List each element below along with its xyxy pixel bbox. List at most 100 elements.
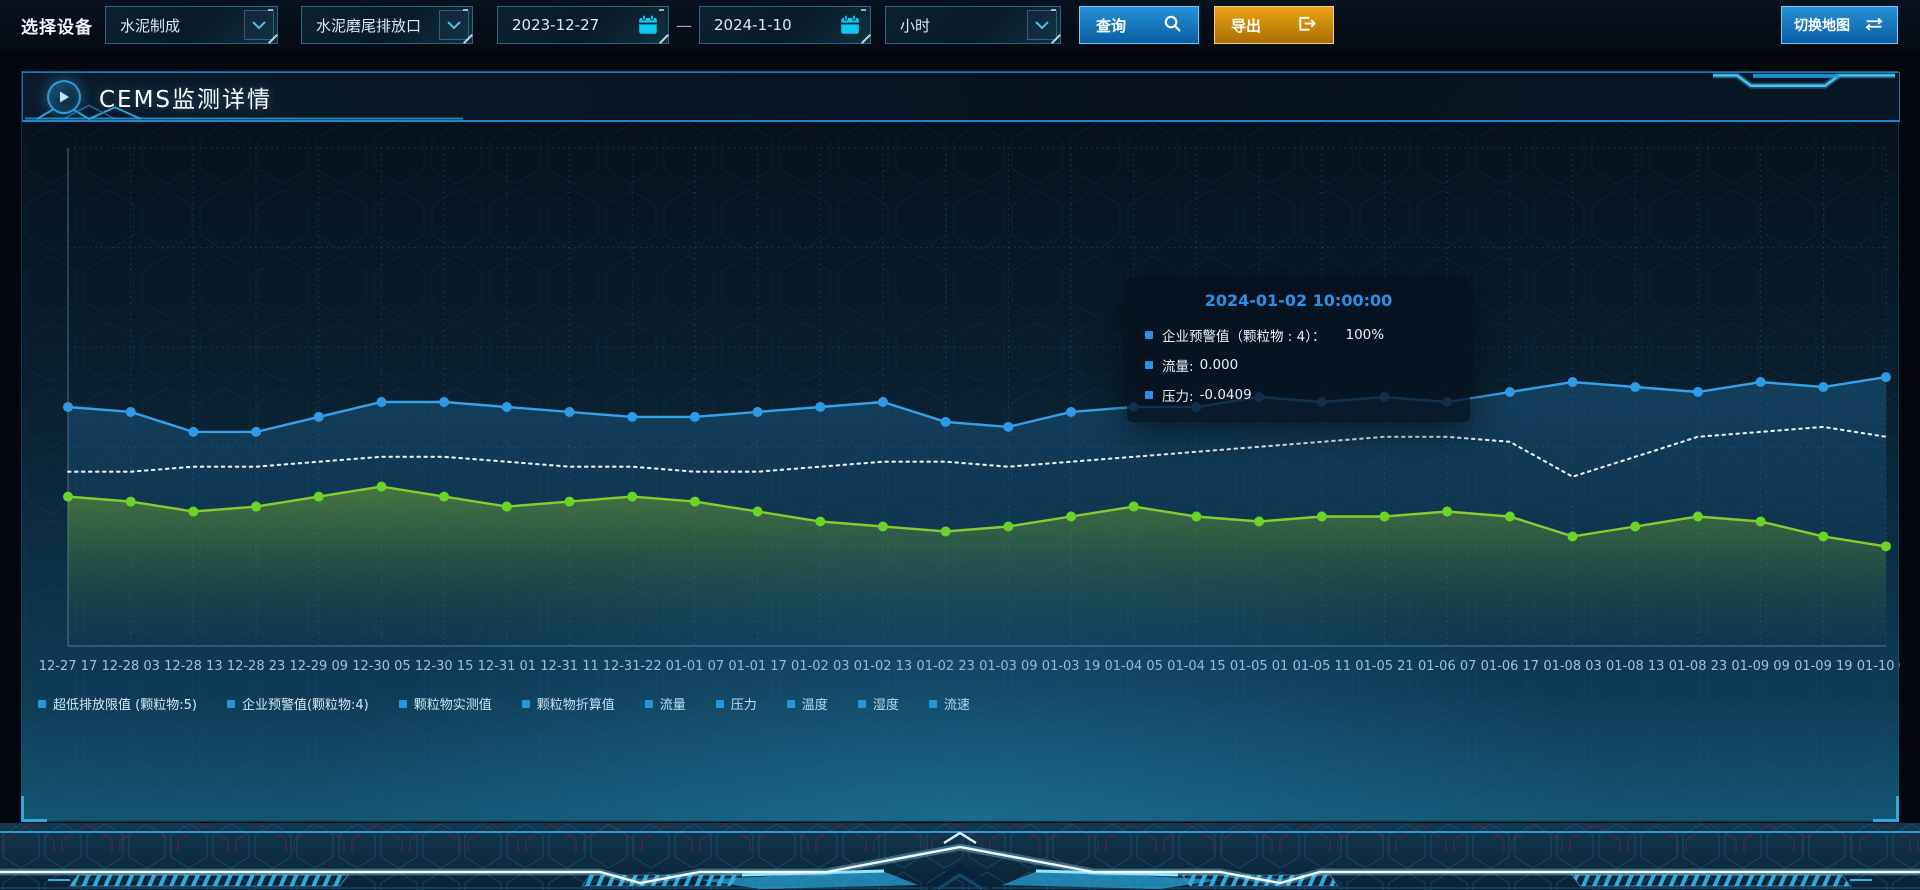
swap-arrows-icon: [1863, 17, 1885, 34]
end-date-input[interactable]: 2024-1-10: [699, 6, 871, 44]
device-select-label: 选择设备: [21, 17, 93, 38]
chart-canvas: 12-27 17 12-28 03 12-28 13 12-28 23 12-29 09…: [39, 147, 1900, 674]
legend-marker-icon: [715, 699, 724, 708]
series-marker-icon: [1145, 331, 1153, 339]
tooltip-row-value: -0.0409: [1199, 387, 1252, 403]
series-marker-icon: [1145, 391, 1153, 399]
device-select[interactable]: 水泥制成: [105, 6, 278, 44]
chevron-down-icon[interactable]: [439, 10, 469, 40]
svg-text:12-31 11: 12-31 11: [540, 659, 598, 674]
title-bar-decoration: [25, 73, 1895, 120]
svg-text:12-28 03: 12-28 03: [101, 659, 159, 674]
outlet-select[interactable]: 水泥磨尾排放口: [301, 6, 473, 44]
legend-label: 企业预警值(颗粒物:4): [241, 698, 369, 713]
svg-text:01-01 17: 01-01 17: [728, 659, 786, 674]
switch-map-button[interactable]: 切换地图: [1781, 6, 1898, 44]
legend-label: 颗粒物实测值: [413, 698, 492, 713]
svg-text:12-31 01: 12-31 01: [478, 659, 536, 674]
svg-text:01-06 07: 01-06 07: [1418, 659, 1476, 674]
svg-text:01-09 19: 01-09 19: [1794, 659, 1852, 674]
panel-title-bar: CEMS监测详情: [22, 72, 1900, 122]
tooltip-row: 流量: 0.000: [1127, 350, 1470, 380]
svg-text:01-05 01: 01-05 01: [1230, 659, 1288, 674]
legend-item[interactable]: 颗粒物折算值: [521, 694, 615, 713]
center-ridge-line: [0, 831, 1920, 890]
tooltip-row-label: 流量:: [1162, 359, 1194, 375]
date-range-separator: —: [676, 15, 692, 35]
cems-panel: CEMS监测详情 12-27 17 12-28 03 12-28 13 12-28 2…: [21, 71, 1900, 822]
svg-text:01-03 09: 01-03 09: [979, 659, 1037, 674]
calendar-icon[interactable]: [838, 13, 862, 37]
svg-text:01-08 23: 01-08 23: [1669, 659, 1727, 674]
legend-item[interactable]: 颗粒物实测值: [398, 694, 492, 713]
tooltip-row-label: 压力:: [1162, 389, 1194, 405]
svg-text:01-05 21: 01-05 21: [1355, 659, 1413, 674]
svg-text:12-29 09: 12-29 09: [290, 659, 348, 674]
svg-text:01-02 13: 01-02 13: [854, 659, 912, 674]
svg-text:01-08 13: 01-08 13: [1606, 659, 1664, 674]
export-icon: [1296, 14, 1317, 37]
legend-marker-icon: [521, 699, 530, 708]
legend-item[interactable]: 湿度: [857, 694, 899, 713]
legend-item[interactable]: 压力: [715, 694, 757, 713]
legend-marker-icon: [786, 699, 795, 708]
legend-label: 颗粒物折算值: [536, 698, 615, 713]
legend-label: 温度: [801, 698, 828, 713]
switch-map-label: 切换地图: [1794, 17, 1850, 33]
svg-text:01-09 09: 01-09 09: [1731, 659, 1789, 674]
legend-item[interactable]: 企业预警值(颗粒物:4): [226, 694, 369, 713]
series-marker-icon: [1145, 361, 1153, 369]
interval-select[interactable]: 小时: [885, 6, 1061, 44]
svg-text:12-28 23: 12-28 23: [227, 659, 285, 674]
play-icon: [47, 79, 81, 114]
legend-label: 湿度: [872, 698, 899, 713]
interval-select-value: 小时: [900, 16, 931, 35]
legend-item[interactable]: 流量: [644, 694, 686, 713]
legend-marker-icon: [928, 699, 937, 708]
svg-text:01-02 03: 01-02 03: [791, 659, 849, 674]
device-select-value: 水泥制成: [120, 16, 181, 35]
svg-text:12-27 17: 12-27 17: [39, 659, 97, 674]
legend-item[interactable]: 温度: [786, 694, 828, 713]
tooltip-title: 2024-01-02 10:00:00: [1204, 291, 1393, 310]
legend-marker-icon: [857, 699, 866, 708]
svg-text:01-05 11: 01-05 11: [1293, 659, 1351, 674]
cems-line-chart[interactable]: 12-27 17 12-28 03 12-28 13 12-28 23 12-29 09…: [22, 132, 1900, 677]
chevron-down-icon[interactable]: [1027, 10, 1057, 40]
svg-text:01-01 07: 01-01 07: [666, 659, 724, 674]
svg-text:12-30 15: 12-30 15: [415, 659, 473, 674]
panel-corner-accent: [1873, 796, 1899, 822]
tooltip-rows: 企业预警值（颗粒物 : 4）： 100% 流量: 0.000 压力: -0.0409: [1127, 320, 1470, 410]
legend-label: 压力: [730, 698, 757, 713]
query-button-label: 查询: [1096, 17, 1127, 35]
legend-item[interactable]: 流速: [928, 694, 970, 713]
legend-marker-icon: [226, 699, 235, 708]
calendar-icon[interactable]: [636, 13, 660, 37]
export-button-label: 导出: [1231, 17, 1262, 35]
svg-text:12-28 13: 12-28 13: [164, 659, 222, 674]
svg-text:01-08 03: 01-08 03: [1543, 659, 1601, 674]
legend-marker-icon: [644, 699, 653, 708]
svg-text:12-30 05: 12-30 05: [352, 659, 410, 674]
svg-text:01-03 19: 01-03 19: [1042, 659, 1100, 674]
page-title: CEMS监测详情: [99, 86, 273, 113]
tooltip-row-label: 企业预警值（颗粒物 : 4）：: [1162, 329, 1326, 345]
start-date-value: 2023-12-27: [512, 16, 600, 34]
cyan-wedge-accents: [700, 869, 1220, 889]
chart-tooltip: 2024-01-02 10:00:00 企业预警值（颗粒物 : 4）： 100% 流…: [1127, 277, 1470, 422]
legend-item[interactable]: 超低排放限值 (颗粒物:5): [38, 694, 197, 713]
start-date-input[interactable]: 2023-12-27: [497, 6, 669, 44]
footer-decoration: [0, 823, 1920, 890]
legend-marker-icon: [38, 699, 46, 708]
tooltip-row-value: 0.000: [1199, 357, 1239, 373]
legend-label: 流量: [659, 698, 686, 713]
legend-marker-icon: [398, 699, 407, 708]
query-button[interactable]: 查询: [1079, 6, 1199, 44]
export-button[interactable]: 导出: [1214, 6, 1334, 44]
svg-text:12-31-22: 12-31-22: [603, 659, 662, 674]
chevron-down-icon[interactable]: [244, 10, 274, 40]
tooltip-row: 企业预警值（颗粒物 : 4）： 100%: [1127, 320, 1470, 350]
svg-text:01-04 05: 01-04 05: [1104, 659, 1162, 674]
svg-text:01-06 17: 01-06 17: [1481, 659, 1539, 674]
svg-text:01-04 15: 01-04 15: [1167, 659, 1225, 674]
